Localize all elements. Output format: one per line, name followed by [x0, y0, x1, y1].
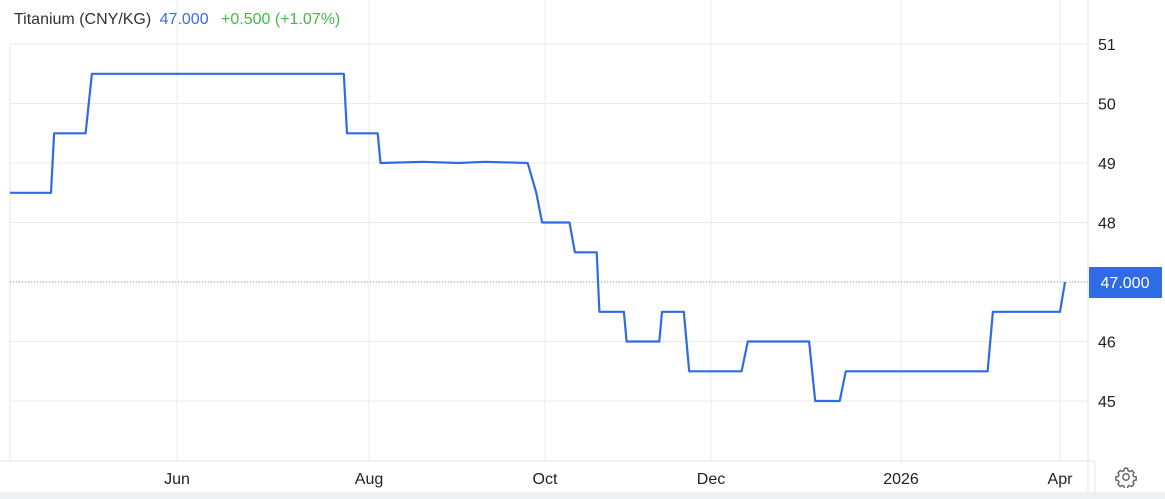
y-tick-label: 45 [1098, 394, 1116, 411]
y-tick-label: 51 [1098, 37, 1116, 54]
chart-title: Titanium (CNY/KG) [14, 11, 152, 28]
x-tick-label: Oct [533, 471, 558, 488]
x-tick-label: Dec [697, 471, 725, 488]
gear-icon[interactable] [1115, 466, 1137, 488]
price-series-line [10, 72, 1067, 403]
bottom-strip [0, 492, 1165, 499]
last-value-label: 47.000 [1101, 275, 1150, 292]
y-tick-label: 46 [1098, 335, 1116, 352]
x-tick-label: 2026 [883, 471, 919, 488]
y-tick-label: 48 [1098, 216, 1116, 233]
chart-header: Titanium (CNY/KG) 47.000 +0.500 (+1.07%) [14, 11, 340, 29]
y-tick-label: 49 [1098, 156, 1116, 173]
last-value-badge [1089, 267, 1162, 298]
x-tick-label: Apr [1048, 471, 1074, 488]
x-tick-label: Jun [164, 471, 190, 488]
y-tick-label: 50 [1098, 97, 1116, 114]
price-change: +0.500 (+1.07%) [221, 11, 341, 28]
current-price: 47.000 [159, 11, 209, 28]
x-tick-label: Aug [355, 471, 383, 488]
